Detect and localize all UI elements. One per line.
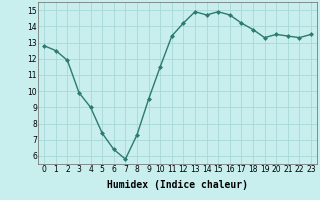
X-axis label: Humidex (Indice chaleur): Humidex (Indice chaleur) — [107, 180, 248, 190]
